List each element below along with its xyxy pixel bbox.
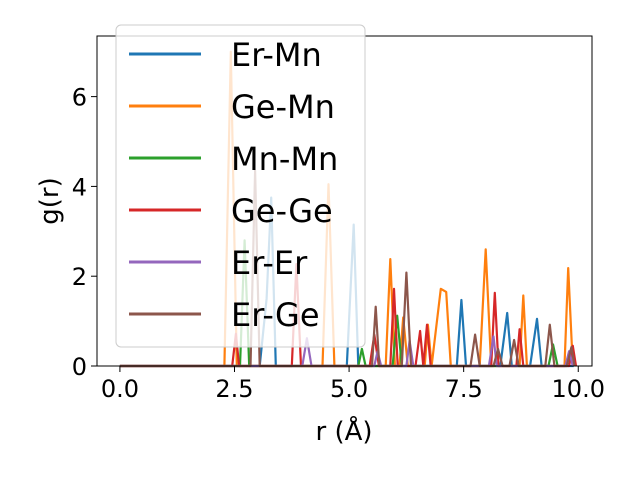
y-tick-label: 2 — [72, 263, 87, 291]
legend-label-1: Ge-Mn — [231, 88, 335, 126]
axes-layer: 0.0 2.5 5.0 7.5 10.0 0 2 4 6 — [72, 35, 605, 403]
legend-label-3: Ge-Ge — [231, 192, 333, 230]
legend-label-4: Er-Er — [231, 244, 308, 282]
y-axis-label: g(r) — [35, 177, 65, 224]
x-tick-label: 5.0 — [330, 375, 368, 403]
x-tick-label: 2.5 — [215, 375, 253, 403]
legend-label-2: Mn-Mn — [231, 140, 338, 178]
x-axis-label: r (Å) — [315, 415, 372, 447]
x-tick-label: 0.0 — [101, 375, 139, 403]
y-tick-label: 0 — [72, 353, 87, 381]
legend-label-0: Er-Mn — [231, 36, 322, 74]
legend-label-5: Er-Ge — [231, 296, 320, 334]
y-tick-label: 6 — [72, 84, 87, 112]
x-tick-label: 10.0 — [552, 375, 605, 403]
legend: Er-Mn Ge-Mn Mn-Mn Ge-Ge Er-Er Er-Ge — [115, 24, 366, 348]
x-tick-label: 7.5 — [445, 375, 483, 403]
y-tick-label: 4 — [72, 173, 87, 201]
